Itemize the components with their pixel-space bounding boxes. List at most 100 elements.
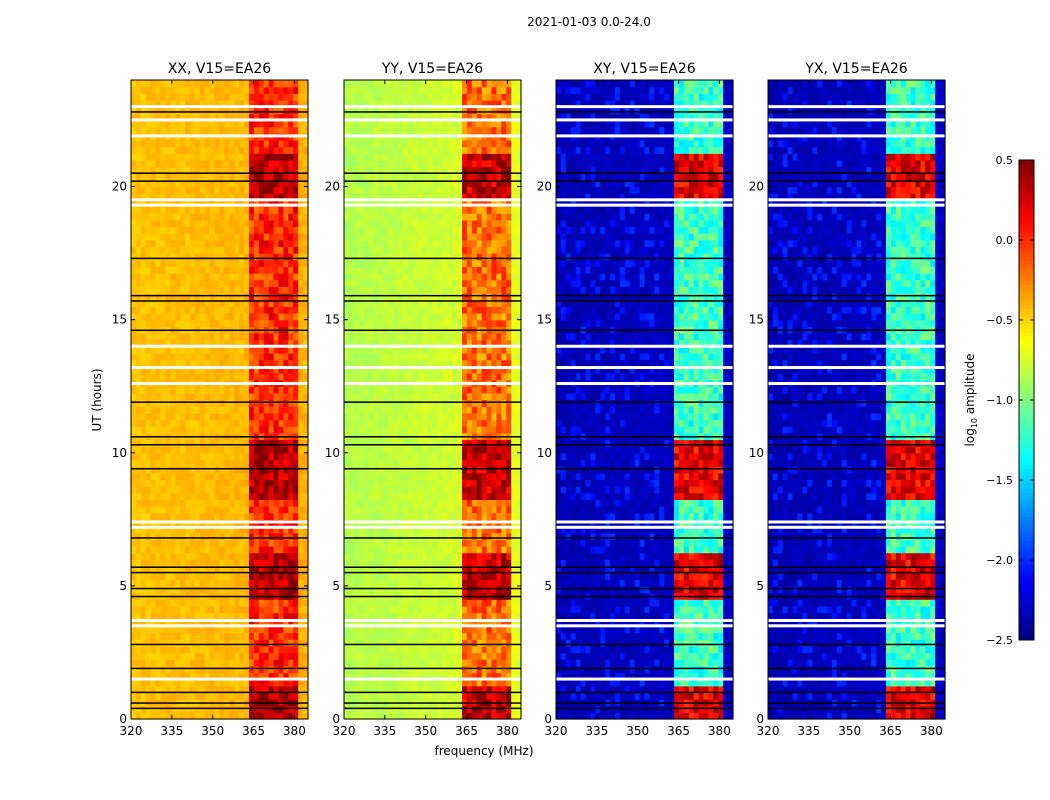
heatmap-cell — [194, 173, 201, 181]
heatmap-cell — [481, 712, 488, 720]
heatmap-cell — [268, 386, 275, 394]
heatmap-cell — [155, 146, 162, 154]
heatmap-cell — [344, 572, 350, 580]
heatmap-cell — [239, 159, 245, 168]
heatmap-cell — [457, 552, 463, 560]
heatmap-cell — [303, 339, 309, 347]
heatmap-cell — [155, 233, 162, 241]
heatmap-cell — [373, 446, 379, 454]
heatmap-cell — [145, 632, 152, 640]
heatmap-cell — [447, 692, 453, 700]
heatmap-cell — [131, 472, 137, 480]
heatmap-cell — [253, 93, 260, 101]
heatmap-cell — [258, 599, 265, 607]
heatmap-cell — [209, 186, 216, 194]
heatmap-cell — [244, 119, 250, 128]
heatmap-cell — [204, 273, 211, 281]
heatmap-cell — [131, 293, 137, 301]
heatmap-cell — [155, 692, 162, 700]
heatmap-cell — [135, 146, 142, 154]
heatmap-cell — [288, 372, 294, 381]
heatmap-cell — [229, 399, 235, 407]
heatmap-cell — [253, 279, 260, 287]
heatmap-cell — [190, 419, 196, 427]
heatmap-cell — [253, 486, 260, 494]
heatmap-cell — [180, 286, 186, 294]
heatmap-cell — [175, 366, 181, 374]
heatmap-cell — [219, 499, 225, 507]
heatmap-cell — [303, 146, 309, 154]
heatmap-cell — [224, 685, 230, 693]
heatmap-cell — [170, 273, 176, 281]
heatmap-cell — [278, 259, 284, 267]
heatmap-cell — [145, 146, 152, 154]
heatmap-cell — [437, 565, 443, 574]
heatmap-cell — [516, 659, 522, 667]
heatmap-cell — [427, 672, 434, 680]
heatmap-cell — [447, 685, 453, 693]
heatmap-cell — [175, 259, 181, 267]
heatmap-cell — [462, 479, 468, 487]
heatmap-cell — [403, 466, 409, 474]
heatmap-cell — [145, 273, 152, 281]
heatmap-cell — [135, 579, 142, 587]
heatmap-cell — [170, 572, 176, 580]
heatmap-cell — [150, 625, 157, 634]
heatmap-cell — [447, 672, 453, 680]
heatmap-cell — [268, 113, 275, 121]
heatmap-cell — [303, 306, 309, 314]
heatmap-cell — [298, 313, 304, 321]
heatmap-cell — [214, 226, 221, 234]
heatmap-cell — [268, 685, 275, 693]
heatmap-cell — [442, 625, 448, 634]
heatmap-cell — [190, 659, 196, 667]
heatmap-cell — [283, 233, 289, 241]
heatmap-cell — [165, 625, 171, 634]
heatmap-cell — [140, 472, 147, 480]
heatmap-cell — [263, 639, 270, 647]
heatmap-cell — [268, 239, 275, 248]
heatmap-cell — [209, 625, 216, 634]
heatmap-cell — [298, 459, 304, 467]
heatmap-cell — [234, 579, 240, 587]
heatmap-cell — [145, 119, 152, 128]
heatmap-cell — [229, 572, 235, 580]
heatmap-cell — [283, 273, 289, 281]
heatmap-cell — [273, 246, 280, 254]
heatmap-cell — [229, 253, 235, 261]
heatmap-cell — [273, 100, 280, 108]
heatmap-cell — [239, 126, 245, 134]
heatmap-cell — [155, 419, 162, 427]
flag-line-black — [131, 257, 308, 260]
heatmap-cell — [378, 532, 384, 540]
heatmap-cell — [229, 632, 235, 640]
heatmap-cell — [393, 452, 399, 461]
heatmap-cell — [160, 219, 166, 228]
heatmap-cell — [253, 426, 260, 434]
heatmap-cell — [298, 306, 304, 314]
heatmap-cell — [150, 159, 157, 168]
heatmap-cell — [412, 552, 419, 560]
heatmap-cell — [239, 532, 245, 540]
heatmap-cell — [393, 472, 399, 480]
heatmap-cell — [170, 679, 176, 687]
heatmap-cell — [175, 599, 181, 607]
heatmap-cell — [249, 552, 255, 560]
heatmap-cell — [288, 126, 294, 134]
heatmap-cell — [194, 80, 201, 88]
heatmap-cell — [165, 86, 171, 94]
heatmap-cell — [516, 619, 522, 627]
heatmap-cell — [268, 645, 275, 654]
heatmap-cell — [273, 219, 280, 228]
heatmap-cell — [135, 625, 142, 634]
heatmap-cell — [204, 532, 211, 540]
heatmap-cell — [244, 679, 250, 687]
heatmap-cell — [273, 599, 280, 607]
heatmap-cell — [427, 545, 434, 554]
heatmap-cell — [452, 625, 458, 634]
heatmap-cell — [348, 499, 355, 507]
heatmap-cell — [407, 679, 414, 687]
heatmap-cell — [288, 652, 294, 660]
heatmap-cell — [140, 466, 147, 474]
heatmap-cell — [417, 459, 424, 467]
